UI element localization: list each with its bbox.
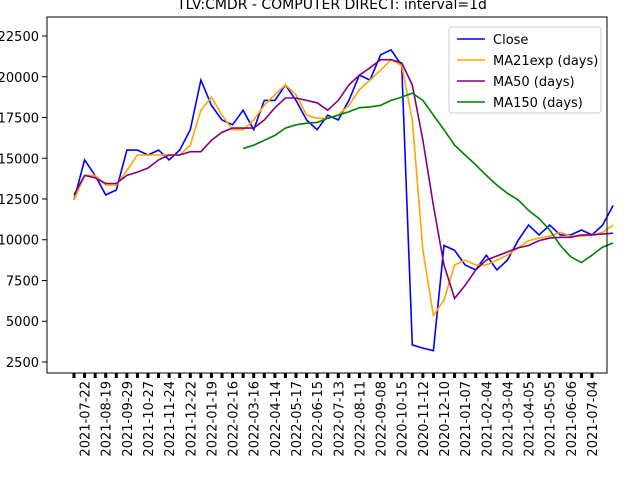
x-tick-label: 2021-02-04 <box>480 381 495 457</box>
legend-box <box>448 26 602 114</box>
x-tick-label: 2022-02-16 <box>227 381 242 457</box>
x-tick-label: 2021-03-04 <box>501 381 516 457</box>
x-tick-label: 2022-08-11 <box>353 381 368 457</box>
legend-label: Close <box>493 33 528 48</box>
x-tick-label: 2021-07-04 <box>586 381 601 457</box>
line-series <box>73 58 614 301</box>
x-tick-label: 2022-05-17 <box>290 381 305 457</box>
y-tick-label: 15000 <box>0 152 39 167</box>
x-tick-label: 2021-08-19 <box>100 381 115 457</box>
x-tick-label: 2021-10-27 <box>142 381 157 457</box>
x-tick-label: 2021-09-29 <box>121 381 136 457</box>
x-tick-label: 2020-12-10 <box>438 381 453 457</box>
x-tick-label: 2020-10-15 <box>396 381 411 457</box>
x-tick-label: 2022-04-14 <box>269 381 284 457</box>
y-tick-label: 10000 <box>0 234 39 249</box>
x-tick-label: 2021-04-05 <box>523 381 538 457</box>
x-tick-label: 2021-12-22 <box>184 381 199 457</box>
x-tick-label: 2021-01-07 <box>459 381 474 457</box>
legend-label: MA150 (days) <box>493 96 583 111</box>
legend-label: MA21exp (days) <box>493 54 598 69</box>
y-tick-label: 5000 <box>6 315 39 330</box>
line-series <box>242 92 614 264</box>
legend-label: MA50 (days) <box>493 75 575 90</box>
chart-title: TLV:CMDR - COMPUTER DIRECT: interval=1d <box>176 0 487 13</box>
y-tick-label: 7500 <box>6 274 39 289</box>
x-tick-label: 2021-11-24 <box>163 381 178 457</box>
x-tick-label: 2021-05-05 <box>544 381 559 457</box>
x-tick-label: 2022-07-13 <box>332 381 347 457</box>
x-tick-label: 2022-06-15 <box>311 381 326 457</box>
x-tick-label: 2022-01-19 <box>205 381 220 457</box>
x-tick-label: 2022-03-16 <box>248 381 263 457</box>
y-tick-label: 17500 <box>0 112 39 127</box>
x-tick-label: 2022-09-08 <box>375 381 390 457</box>
y-tick-label: 22500 <box>0 30 39 45</box>
y-tick-label: 20000 <box>0 71 39 86</box>
line-series <box>73 58 614 318</box>
x-tick-label: 2020-11-12 <box>417 381 432 457</box>
x-tick-label: 2021-06-06 <box>565 381 580 457</box>
x-tick-label: 2021-07-22 <box>79 381 94 457</box>
axes-frame <box>46 16 608 374</box>
y-tick-label: 12500 <box>0 193 39 208</box>
y-tick-label: 2500 <box>6 356 39 371</box>
